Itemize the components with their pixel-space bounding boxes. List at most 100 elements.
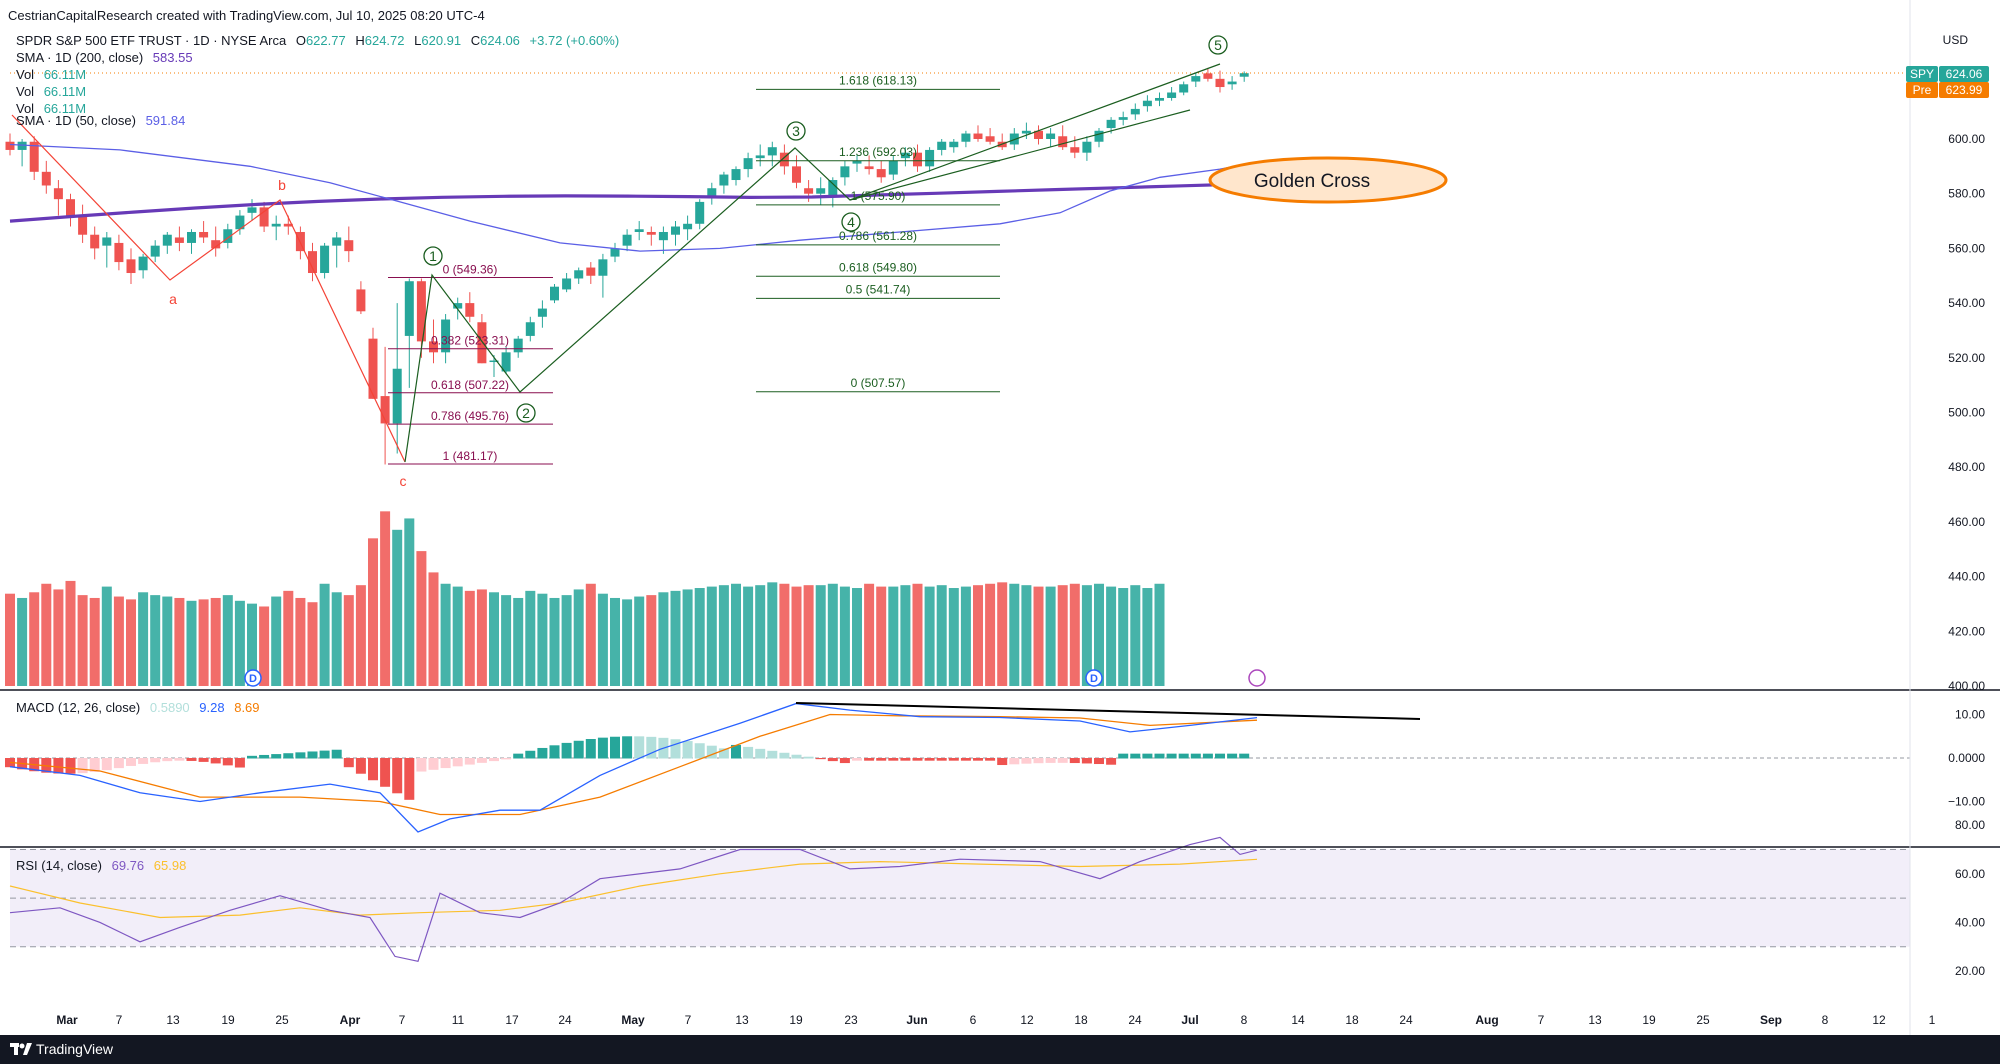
macd-hist-bar [997, 758, 1008, 766]
candle-body [550, 286, 559, 301]
volume-bar [1009, 583, 1020, 686]
price-tick-label: 520.00 [1948, 351, 1985, 365]
time-tick-label: 18 [1074, 1013, 1088, 1027]
volume-bar [41, 583, 52, 686]
price-tag-name: Pre [1913, 83, 1932, 97]
macd-hist-bar [1033, 758, 1044, 764]
candle-body [816, 188, 826, 194]
volume-bar [501, 595, 512, 686]
macd-hist-bar [319, 750, 330, 759]
macd-hist-bar [380, 758, 391, 787]
volume-bar [513, 597, 524, 686]
candle [513, 335, 523, 358]
legend-rsi-value: 69.76 [111, 858, 145, 873]
rsi-pane[interactable] [9, 836, 1910, 962]
legend-sma50[interactable]: SMA · 1D (50, close) 591.84 [16, 113, 185, 128]
macd-hist-bar [803, 756, 814, 759]
time-tick-label: Sep [1760, 1013, 1782, 1027]
candle [985, 128, 995, 145]
candle [695, 199, 705, 230]
candle-body [308, 251, 317, 274]
price-tick-label: 600.00 [1948, 132, 1985, 146]
volume-bar [65, 580, 76, 686]
golden-cross-ellipse [1208, 156, 1448, 204]
candle-body [779, 152, 789, 167]
legend-sma200[interactable]: SMA · 1D (200, close) 583.55 [16, 50, 193, 65]
candle-body [586, 267, 596, 276]
candle-body [187, 231, 196, 243]
macd-hist-bar [1166, 753, 1177, 759]
macd-hist-bar [440, 758, 451, 769]
time-tick-label: 11 [452, 1013, 465, 1027]
watermark: CestrianCapitalResearch created with Tra… [8, 8, 485, 23]
candle [17, 139, 27, 167]
macd-hist-bar [1069, 758, 1080, 764]
volume-bar [53, 589, 64, 686]
candle-body [804, 188, 814, 194]
dividend-marker-letter: D [249, 673, 257, 685]
macd-hist-bar [1142, 753, 1153, 759]
legend-vol-2[interactable]: Vol 66.11M [16, 84, 86, 99]
macd-hist-bar [1178, 753, 1189, 759]
candle [465, 292, 475, 323]
candle [1094, 128, 1104, 148]
candle-body [380, 396, 390, 424]
candle-body [199, 231, 209, 238]
macd-hist-bar [464, 758, 475, 765]
candle-body [1106, 119, 1116, 129]
legend-vol-label: Vol [16, 101, 35, 116]
legend-rsi[interactable]: RSI (14, close) 69.76 65.98 [16, 858, 186, 873]
candle [1082, 136, 1092, 161]
macd-hist-bar [682, 741, 693, 759]
volume-bar [368, 538, 378, 686]
candle [320, 242, 330, 279]
dividend-marker-icon [1085, 669, 1103, 687]
macd-hist-bar [622, 736, 633, 759]
candle-body [1179, 84, 1189, 93]
volume-bar [948, 588, 959, 686]
candle-body [1155, 97, 1164, 101]
volume-bar [670, 590, 681, 686]
price-axis[interactable]: 400.00420.00440.00460.00480.00500.00520.… [0, 0, 2000, 1035]
price-tag-name-bg [1906, 66, 1938, 82]
price-tick-label: 560.00 [1948, 241, 1985, 255]
legend-vol-1[interactable]: Vol 66.11M [16, 67, 86, 82]
candle-body [949, 141, 959, 148]
volume-bar [682, 589, 693, 686]
time-tick-label: 18 [1345, 1013, 1359, 1027]
macd-hist-bar [428, 758, 439, 770]
volume-bar [77, 595, 88, 686]
rsi-tick-label: 80.00 [1955, 818, 1985, 832]
volume-bar [101, 586, 112, 686]
tradingview-logo-icon [10, 1043, 32, 1055]
volume-bar [1106, 586, 1117, 686]
ohlc-open: 622.77 [305, 33, 346, 48]
candle [707, 182, 717, 205]
candle [114, 234, 124, 271]
candle [344, 226, 354, 263]
legend-rsi-label: RSI (14, close) [16, 858, 102, 873]
volume-bar [283, 590, 294, 686]
sma200-line [9, 182, 1245, 223]
candle [489, 355, 499, 377]
candle-body [513, 338, 523, 353]
macd-hist-bar [646, 736, 657, 759]
candle [719, 171, 729, 194]
ohlc-close-label: C [470, 33, 481, 48]
time-tick-label: 14 [1291, 1013, 1305, 1027]
macd-hist-bar [924, 758, 935, 761]
macd-hist-bar [65, 758, 76, 774]
footer-bar: TradingView [0, 1035, 2000, 1064]
fib-level-label: 0.382 (523.31) [431, 334, 509, 348]
macd-hist-bar [864, 758, 875, 761]
legend-macd[interactable]: MACD (12, 26, close) 0.5890 9.28 8.69 [16, 700, 260, 715]
volume-bar [936, 585, 947, 686]
candle-body [477, 322, 487, 364]
price-pane[interactable] [5, 67, 1262, 465]
candle-body [53, 188, 63, 200]
candle-body [864, 166, 874, 170]
macd-pane[interactable] [5, 702, 1910, 833]
legend-vol-3[interactable]: Vol 66.11M [16, 101, 86, 116]
candle [1191, 73, 1201, 88]
